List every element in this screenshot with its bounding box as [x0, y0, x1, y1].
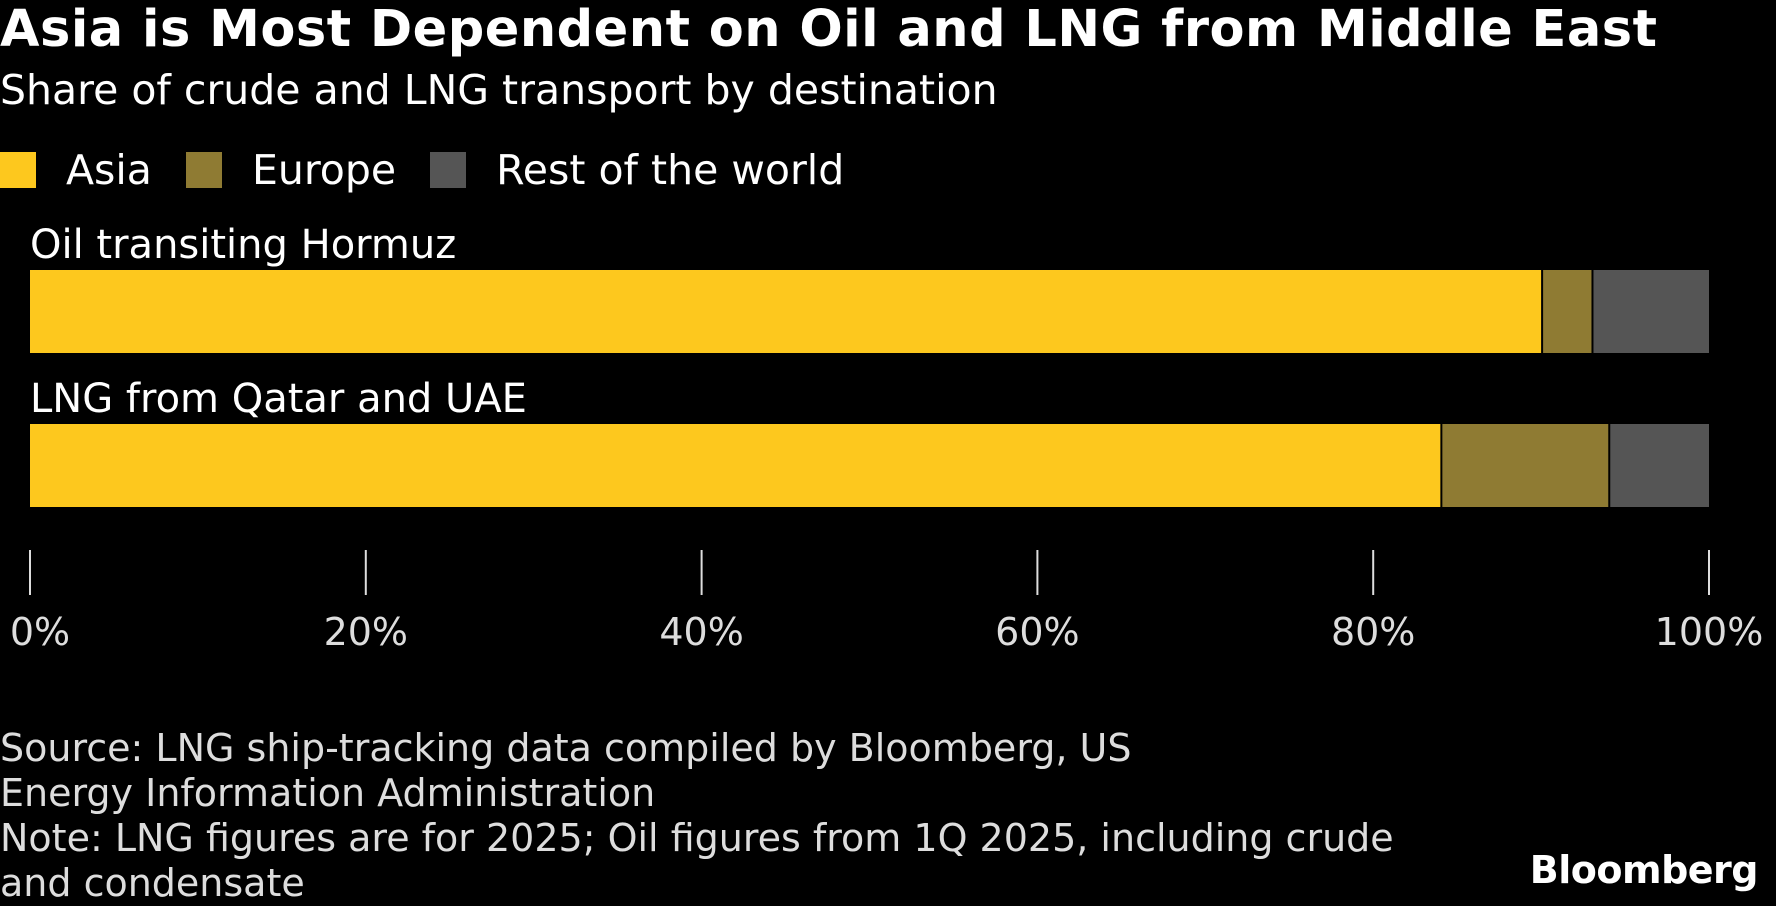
bar-segment-europe — [1442, 424, 1609, 507]
chart-subtitle: Share of crude and LNG transport by dest… — [0, 66, 998, 114]
legend-item-rest: Rest of the world — [430, 146, 844, 194]
legend-swatch-europe — [185, 152, 222, 188]
legend-label: Rest of the world — [496, 146, 845, 194]
x-tick-label: 80% — [1331, 610, 1415, 654]
data-note: Note: LNG figures are for 2025; Oil figu… — [0, 816, 1394, 905]
bloomberg-logo: Bloomberg — [1529, 848, 1759, 892]
footer: Source: LNG ship-tracking data compiled … — [0, 726, 1400, 906]
x-tick-label: 40% — [659, 610, 743, 654]
legend: Asia Europe Rest of the world — [0, 146, 878, 194]
x-tick-label: 0% — [10, 610, 70, 654]
legend-swatch-asia — [0, 152, 36, 188]
bar-segment-rest-of-the-world — [1593, 270, 1709, 353]
bar-segment-asia — [30, 270, 1542, 353]
legend-item-europe: Europe — [185, 146, 397, 194]
bar-segment-europe — [1543, 270, 1592, 353]
x-tick-label: 60% — [995, 610, 1079, 654]
source-note: Source: LNG ship-tracking data compiled … — [0, 726, 1132, 815]
x-tick-label: 20% — [324, 610, 408, 654]
bar-segment-rest-of-the-world — [1610, 424, 1709, 507]
x-tick-label: 100% — [1655, 610, 1764, 654]
legend-label: Europe — [251, 146, 397, 194]
legend-label: Asia — [66, 146, 152, 194]
chart-title: Asia is Most Dependent on Oil and LNG fr… — [0, 0, 1658, 59]
category-label-lng: LNG from Qatar and UAE — [30, 376, 527, 422]
bar-segment-asia — [30, 424, 1441, 507]
category-label-oil: Oil transiting Hormuz — [30, 222, 457, 268]
legend-swatch-rest — [430, 152, 467, 188]
legend-item-asia: Asia — [0, 146, 152, 194]
